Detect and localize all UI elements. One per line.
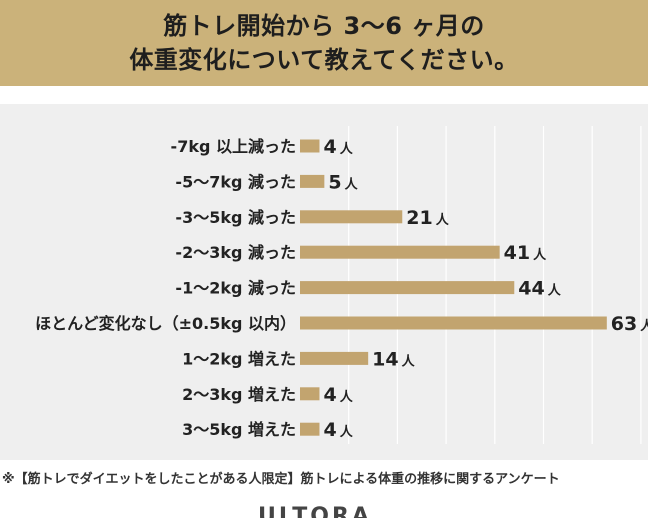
value-label: 21 人 (406, 207, 449, 229)
bar (300, 174, 325, 188)
title-line-1: 筋トレ開始から 3〜6 ヶ月の (163, 12, 485, 40)
category-label: -5〜7kg 減った (175, 172, 296, 191)
category-label: -7kg 以上減った (171, 137, 296, 156)
category-label: 2〜3kg 増えた (182, 385, 296, 404)
category-label: 1〜2kg 増えた (182, 349, 296, 368)
value-label: 14 人 (372, 348, 415, 370)
title-line-2: 体重変化について教えてください。 (129, 46, 519, 74)
category-label: 3〜5kg 増えた (182, 420, 296, 439)
category-label: ほとんど変化なし（±0.5kg 以内） (35, 314, 296, 333)
bar (300, 422, 320, 436)
bar (300, 387, 320, 401)
chart-panel: -7kg 以上減った 4 人 -5〜7kg 減った 5 人 -3〜5kg 減った 21 人 -2〜… (0, 104, 648, 460)
bar (300, 139, 320, 153)
bar (300, 351, 369, 365)
bar (300, 281, 515, 295)
footnote: ※【筋トレでダイエットをしたことがある人限定】筋トレによる体重の推移に関するアン… (2, 472, 560, 487)
category-label: -1〜2kg 減った (175, 279, 296, 298)
bar (300, 210, 403, 224)
value-label: 63 人 (611, 313, 648, 335)
bar (300, 245, 500, 259)
bar-chart: -7kg 以上減った 4 人 -5〜7kg 減った 5 人 -3〜5kg 減った 21 人 -2〜… (35, 126, 648, 444)
value-label: 44 人 (518, 278, 561, 300)
bar (300, 316, 607, 330)
title-banner: 筋トレ開始から 3〜6 ヶ月の 体重変化について教えてください。 (0, 0, 648, 86)
category-label: -2〜3kg 減った (175, 243, 296, 262)
value-label: 41 人 (504, 242, 547, 264)
category-label: -3〜5kg 減った (175, 208, 296, 227)
spacer (0, 86, 648, 104)
brand-logo: ULTORA (258, 504, 372, 518)
